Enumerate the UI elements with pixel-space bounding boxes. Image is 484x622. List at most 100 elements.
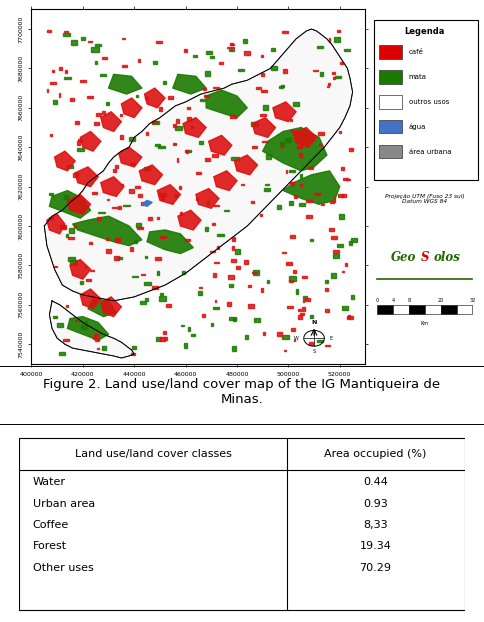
- Text: 8,33: 8,33: [363, 520, 388, 530]
- Polygon shape: [86, 279, 91, 281]
- Polygon shape: [309, 341, 313, 345]
- Text: 70.29: 70.29: [360, 563, 392, 573]
- Polygon shape: [131, 353, 135, 355]
- Polygon shape: [67, 195, 91, 214]
- Polygon shape: [139, 165, 163, 185]
- Polygon shape: [63, 340, 69, 341]
- Polygon shape: [136, 95, 138, 98]
- Polygon shape: [272, 66, 277, 70]
- Polygon shape: [256, 87, 261, 89]
- Polygon shape: [261, 288, 263, 292]
- Polygon shape: [196, 172, 201, 174]
- Text: Forest: Forest: [33, 541, 67, 551]
- Polygon shape: [289, 201, 293, 205]
- Polygon shape: [71, 40, 77, 45]
- Polygon shape: [64, 30, 68, 32]
- Polygon shape: [202, 88, 206, 90]
- Polygon shape: [228, 276, 234, 279]
- Polygon shape: [95, 44, 101, 46]
- Polygon shape: [232, 237, 235, 241]
- Polygon shape: [175, 194, 177, 197]
- Polygon shape: [47, 89, 48, 92]
- Polygon shape: [293, 269, 296, 273]
- Polygon shape: [106, 249, 111, 253]
- Polygon shape: [333, 198, 335, 202]
- Polygon shape: [213, 307, 219, 309]
- Polygon shape: [178, 210, 201, 230]
- Polygon shape: [347, 316, 353, 319]
- Polygon shape: [188, 327, 190, 332]
- Polygon shape: [65, 70, 67, 73]
- Polygon shape: [261, 55, 263, 57]
- Polygon shape: [73, 216, 142, 246]
- Polygon shape: [80, 289, 101, 309]
- Polygon shape: [333, 250, 339, 253]
- Polygon shape: [260, 215, 262, 216]
- Polygon shape: [251, 122, 258, 126]
- Polygon shape: [272, 49, 275, 51]
- Polygon shape: [342, 305, 348, 310]
- Polygon shape: [138, 58, 140, 62]
- Polygon shape: [318, 132, 323, 136]
- Polygon shape: [130, 163, 135, 165]
- Polygon shape: [70, 98, 74, 101]
- Polygon shape: [106, 102, 109, 105]
- Polygon shape: [329, 38, 331, 42]
- Text: área urbana: área urbana: [409, 149, 451, 154]
- Polygon shape: [119, 147, 142, 167]
- Polygon shape: [210, 56, 214, 58]
- Polygon shape: [78, 139, 82, 141]
- Polygon shape: [339, 131, 341, 132]
- Polygon shape: [277, 332, 282, 336]
- Polygon shape: [330, 202, 334, 203]
- Polygon shape: [185, 150, 191, 152]
- Polygon shape: [281, 145, 282, 148]
- Polygon shape: [277, 205, 281, 208]
- Polygon shape: [284, 350, 286, 351]
- Polygon shape: [294, 340, 295, 341]
- Polygon shape: [157, 271, 159, 275]
- Polygon shape: [214, 171, 237, 190]
- Polygon shape: [145, 256, 147, 258]
- Text: Projeção UTM (Fuso 23 sul)
Datum WGS 84: Projeção UTM (Fuso 23 sul) Datum WGS 84: [385, 193, 465, 205]
- Polygon shape: [67, 165, 73, 168]
- Polygon shape: [200, 99, 205, 101]
- Polygon shape: [68, 237, 74, 239]
- Polygon shape: [231, 259, 236, 262]
- Text: Km: Km: [421, 322, 429, 327]
- Polygon shape: [209, 136, 232, 155]
- Polygon shape: [306, 215, 312, 218]
- Polygon shape: [340, 62, 343, 63]
- Polygon shape: [157, 185, 181, 204]
- Text: Area occupied (%): Area occupied (%): [324, 449, 427, 459]
- Polygon shape: [167, 96, 173, 100]
- Polygon shape: [313, 70, 318, 71]
- Polygon shape: [53, 316, 57, 318]
- Bar: [379, 45, 402, 59]
- Polygon shape: [300, 174, 302, 177]
- Polygon shape: [236, 266, 240, 269]
- Polygon shape: [49, 190, 91, 218]
- Polygon shape: [214, 262, 219, 263]
- Text: 20: 20: [438, 297, 444, 302]
- Polygon shape: [310, 239, 313, 241]
- Polygon shape: [155, 144, 160, 146]
- Polygon shape: [89, 242, 91, 244]
- Polygon shape: [115, 165, 118, 168]
- Polygon shape: [136, 187, 140, 188]
- Polygon shape: [325, 345, 330, 346]
- Polygon shape: [215, 300, 216, 302]
- Polygon shape: [93, 337, 95, 340]
- Polygon shape: [81, 37, 85, 40]
- Polygon shape: [238, 69, 243, 71]
- Polygon shape: [217, 246, 219, 249]
- Polygon shape: [53, 100, 57, 104]
- Polygon shape: [60, 225, 65, 228]
- Polygon shape: [266, 154, 271, 159]
- Polygon shape: [337, 30, 340, 32]
- Polygon shape: [129, 137, 135, 141]
- Polygon shape: [302, 276, 307, 278]
- Polygon shape: [196, 188, 219, 208]
- Polygon shape: [293, 128, 317, 147]
- Polygon shape: [98, 212, 105, 213]
